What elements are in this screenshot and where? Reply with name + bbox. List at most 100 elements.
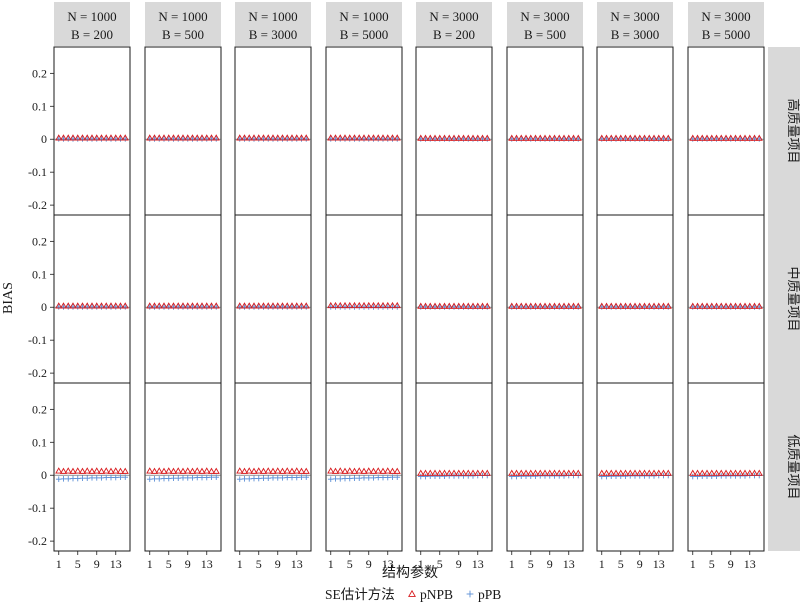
pPB-point: [441, 473, 448, 480]
pNPB-point: [207, 302, 216, 309]
pNPB-point: [255, 467, 263, 474]
pPB-point: [527, 473, 534, 480]
pNPB-point: [612, 469, 620, 476]
pPB-point: [342, 475, 348, 482]
pNPB-point: [69, 302, 77, 309]
pPB-point: [55, 476, 62, 482]
pPB-point: [727, 473, 734, 479]
x-tick-label: 1: [56, 557, 62, 571]
pNPB-point: [636, 134, 644, 141]
panel-frame: [596, 214, 674, 384]
pNPB-point: [436, 302, 444, 309]
pPB-point: [375, 474, 382, 481]
pNPB-point: [426, 134, 434, 141]
panels-layer: N = 1000 B = 200 N = 1000 B = 500 N = 1000 B …: [28, 2, 800, 571]
pNPB-point: [369, 134, 378, 141]
pNPB-point: [645, 302, 653, 309]
pNPB-point: [250, 302, 258, 309]
pNPB-point: [574, 469, 582, 476]
pNPB-point: [179, 467, 187, 474]
pNPB-point: [388, 467, 397, 474]
pNPB-point: [250, 134, 258, 141]
pNPB-point: [746, 134, 754, 141]
panel-frame: [53, 382, 131, 552]
pNPB-point: [64, 302, 72, 309]
pNPB-point: [278, 467, 287, 474]
pNPB-point: [274, 134, 282, 141]
pPB-point: [184, 475, 191, 481]
pNPB-point: [160, 302, 168, 309]
pNPB-point: [146, 467, 154, 474]
pNPB-point: [302, 467, 310, 474]
pNPB-point: [174, 302, 182, 309]
pNPB-point: [245, 467, 253, 474]
pNPB-point: [369, 301, 378, 309]
pPB-point: [351, 475, 358, 481]
x-tick-label: 5: [166, 557, 172, 571]
pPB-point: [65, 476, 72, 482]
pPB-point: [380, 474, 386, 481]
pNPB-point: [455, 469, 463, 476]
pNPB-point: [188, 134, 197, 141]
pNPB-point: [297, 467, 306, 474]
pNPB-point: [102, 467, 110, 474]
pNPB-point: [727, 469, 735, 476]
pNPB-point: [165, 302, 173, 309]
pNPB-point: [174, 467, 182, 474]
column-strip: N = 1000 B = 200: [54, 2, 130, 46]
pNPB-point: [165, 467, 173, 474]
pNPB-point: [546, 134, 554, 141]
pPB-point: [60, 476, 67, 482]
pPB-point: [289, 474, 295, 481]
pNPB-point: [346, 301, 354, 309]
pNPB-point: [421, 302, 430, 309]
legend-entries: pNPB pPB: [408, 587, 501, 602]
pNPB-point: [388, 301, 397, 309]
legend-triangle-marker: [408, 589, 416, 597]
pNPB-point: [379, 301, 387, 309]
pNPB-point: [331, 134, 340, 141]
pNPB-point: [569, 302, 578, 309]
pPB-point: [117, 474, 124, 481]
pNPB-point: [365, 301, 373, 309]
pNPB-point: [621, 302, 630, 309]
pNPB-point: [421, 134, 430, 141]
pPB-point: [241, 476, 248, 482]
facet-panel: [144, 214, 222, 384]
pNPB-point: [703, 469, 711, 476]
pNPB-point: [179, 302, 187, 309]
pNPB-point: [574, 302, 582, 309]
pNPB-point: [336, 134, 344, 141]
pPB-point: [151, 476, 158, 482]
pNPB-point: [93, 302, 101, 309]
pNPB-point: [150, 302, 159, 309]
pNPB-point: [693, 469, 702, 476]
pNPB-point: [245, 134, 253, 141]
pNPB-point: [602, 134, 611, 141]
pNPB-point: [574, 134, 582, 141]
pPB-point: [632, 473, 638, 479]
pPB-point: [627, 473, 634, 479]
pNPB-point: [384, 134, 392, 141]
pNPB-point: [522, 302, 530, 309]
panel-frame: [325, 46, 403, 216]
pNPB-point: [527, 302, 535, 309]
pNPB-point: [341, 301, 349, 309]
pNPB-point: [474, 302, 482, 309]
pNPB-point: [436, 469, 444, 476]
panel-frame: [53, 214, 131, 384]
pNPB-point: [160, 134, 168, 141]
pPB-point: [556, 473, 563, 479]
pNPB-point: [393, 301, 401, 309]
pNPB-point: [517, 302, 525, 309]
pPB-point: [646, 473, 653, 479]
facet-panel: [415, 46, 493, 216]
pNPB-point: [659, 134, 668, 141]
pNPB-point: [112, 467, 120, 474]
pNPB-point: [626, 469, 634, 476]
pNPB-point: [193, 134, 201, 141]
pNPB-point: [741, 134, 749, 141]
pNPB-point: [440, 302, 449, 309]
pNPB-point: [184, 302, 192, 309]
pNPB-point: [107, 134, 115, 141]
